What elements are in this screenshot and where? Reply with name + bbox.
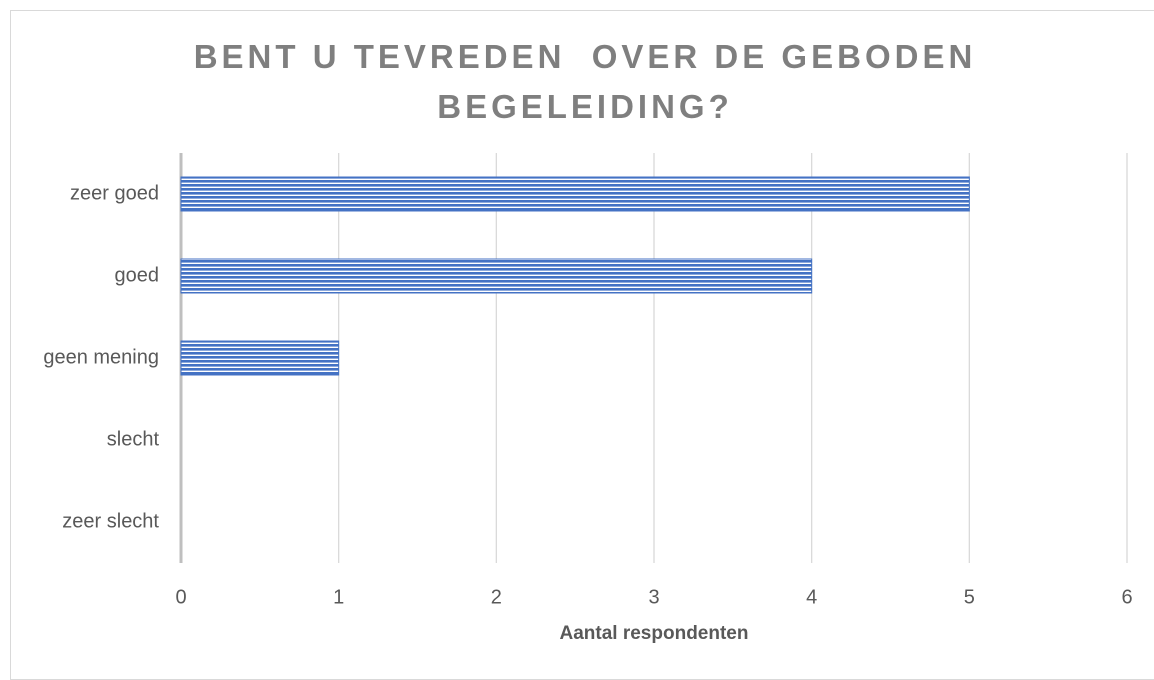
x-tick-label: 4	[806, 586, 817, 608]
chart-title: BENT U TEVREDEN OVER DE GEBODEN BEGELEID…	[193, 38, 990, 125]
bar	[180, 176, 970, 212]
x-tick-label: 6	[1121, 586, 1132, 608]
x-tick-label: 3	[648, 586, 659, 608]
bar	[180, 258, 813, 294]
x-tick-label: 5	[964, 586, 975, 608]
x-tick-label: 0	[175, 586, 186, 608]
x-axis-label: Aantal respondenten	[560, 623, 749, 644]
y-tick-label: geen mening	[43, 346, 159, 368]
x-tick-label: 2	[491, 586, 502, 608]
y-tick-label: zeer slecht	[62, 510, 159, 532]
y-tick-label: slecht	[107, 428, 160, 450]
y-tick-label: zeer goed	[70, 182, 159, 204]
bar	[180, 340, 340, 376]
y-tick-label: goed	[115, 264, 160, 286]
x-tick-label: 1	[333, 586, 344, 608]
